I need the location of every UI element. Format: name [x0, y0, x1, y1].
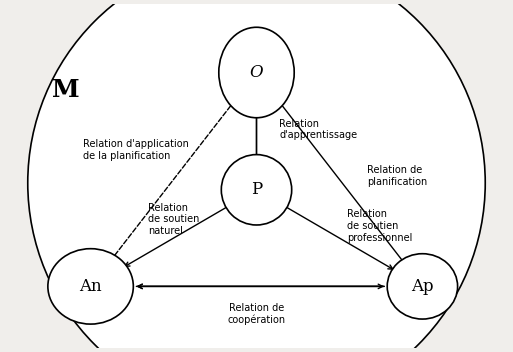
Ellipse shape — [48, 249, 133, 324]
Text: Relation de
planification: Relation de planification — [367, 165, 427, 187]
Text: Relation
de soutien
naturel: Relation de soutien naturel — [148, 202, 200, 236]
Text: M: M — [52, 78, 80, 102]
Text: Relation
de soutien
professionnel: Relation de soutien professionnel — [347, 209, 412, 243]
Ellipse shape — [387, 254, 458, 319]
Text: Ap: Ap — [411, 278, 433, 295]
Text: Relation
d'apprentissage: Relation d'apprentissage — [279, 119, 357, 140]
Text: An: An — [80, 278, 102, 295]
Ellipse shape — [221, 155, 292, 225]
Ellipse shape — [219, 27, 294, 118]
Ellipse shape — [28, 0, 485, 352]
Text: O: O — [250, 64, 263, 81]
Text: P: P — [251, 181, 262, 198]
Text: Relation de
coopération: Relation de coopération — [227, 303, 286, 325]
Text: Relation d'application
de la planification: Relation d'application de la planificati… — [83, 139, 189, 161]
